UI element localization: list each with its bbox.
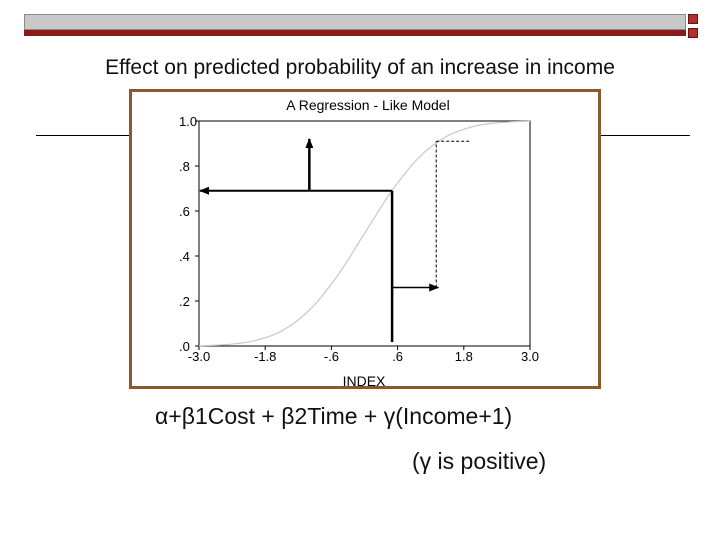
slide-title: Effect on predicted probability of an in… <box>105 56 615 79</box>
utility-formula: α+β1Cost + β2Time + γ(Income+1) <box>155 403 513 429</box>
y-tick-label: .6 <box>179 204 190 219</box>
x-tick-label: 1.8 <box>455 349 473 364</box>
x-tick-label: -3.0 <box>188 349 210 364</box>
y-tick-label: 1.0 <box>179 114 197 129</box>
divider-line-left <box>36 135 132 136</box>
chart-title: A Regression - Like Model <box>286 97 449 113</box>
x-tick-label: -.6 <box>324 349 339 364</box>
guide-arrows <box>199 138 470 342</box>
corner-square-top <box>688 14 698 24</box>
y-tick-label: .8 <box>179 159 190 174</box>
y-tick-label: .0 <box>179 339 190 354</box>
curve-line <box>198 120 531 347</box>
banner-grey-stripe <box>24 14 686 30</box>
banner-red-stripe <box>24 30 686 36</box>
x-axis-label: INDEX <box>343 373 386 389</box>
corner-square-bottom <box>688 28 698 38</box>
gamma-note: (γ is positive) <box>412 448 547 474</box>
x-tick-label: .6 <box>392 349 403 364</box>
divider-line-right <box>600 135 690 136</box>
top-banner <box>24 14 686 36</box>
x-tick-label: -1.8 <box>254 349 276 364</box>
y-tick-label: .4 <box>179 249 190 264</box>
axis-ticks: .0 .2 .4 .6 .8 1.0 -3.0 -1.8 -.6 .6 1.8 3.0 <box>179 114 539 364</box>
x-tick-label: 3.0 <box>521 349 539 364</box>
y-tick-label: .2 <box>179 294 190 309</box>
